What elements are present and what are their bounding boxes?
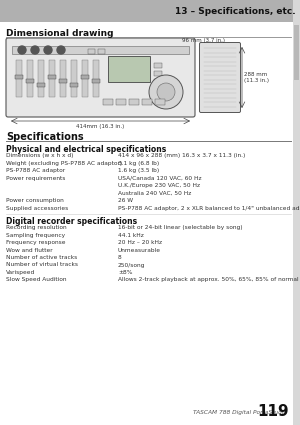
Bar [116, 99, 126, 105]
Text: Power consumption: Power consumption [6, 198, 64, 203]
Text: 3.1 kg (6.8 lb): 3.1 kg (6.8 lb) [118, 161, 159, 165]
Text: 44.1 kHz: 44.1 kHz [118, 232, 144, 238]
Text: 414mm (16.3 in.): 414mm (16.3 in.) [76, 124, 124, 129]
Bar [37, 83, 45, 87]
Text: Physical and electrical specifications: Physical and electrical specifications [6, 145, 166, 154]
Bar [142, 99, 152, 105]
Bar [88, 49, 95, 54]
Bar [16, 60, 22, 97]
Bar [93, 60, 99, 97]
Text: Unmeasurable: Unmeasurable [118, 247, 161, 252]
Text: U.K./Europe 230 VAC, 50 Hz: U.K./Europe 230 VAC, 50 Hz [118, 183, 200, 188]
Bar [27, 60, 33, 97]
Bar [59, 79, 67, 83]
Text: 96 mm (3.7 in.): 96 mm (3.7 in.) [182, 38, 225, 43]
Text: 13 – Specifications, etc.: 13 – Specifications, etc. [176, 6, 296, 15]
FancyBboxPatch shape [200, 42, 241, 113]
Text: Wow and flutter: Wow and flutter [6, 247, 52, 252]
Bar [12, 46, 189, 54]
Bar [293, 0, 300, 425]
Text: Slow Speed Audition: Slow Speed Audition [6, 278, 67, 283]
Bar [108, 56, 150, 82]
Bar [15, 75, 23, 79]
Circle shape [18, 46, 26, 54]
Bar [154, 79, 162, 84]
Text: PS-P788 AC adaptor: PS-P788 AC adaptor [6, 168, 65, 173]
Text: Weight (excluding PS-P788 AC adaptor): Weight (excluding PS-P788 AC adaptor) [6, 161, 122, 165]
Text: Specifications: Specifications [6, 132, 84, 142]
FancyBboxPatch shape [6, 38, 195, 117]
Bar [26, 79, 34, 83]
Text: ±8%: ±8% [118, 270, 133, 275]
Bar [103, 99, 113, 105]
Text: Supplied accessories: Supplied accessories [6, 206, 68, 210]
Bar [71, 60, 77, 97]
Text: Digital recorder specifications: Digital recorder specifications [6, 217, 137, 226]
Bar [294, 25, 299, 80]
Bar [92, 79, 100, 83]
Bar [70, 83, 78, 87]
Text: Allows 2-track playback at approx. 50%, 65%, 85% of normal speed: Allows 2-track playback at approx. 50%, … [118, 278, 300, 283]
Circle shape [31, 46, 39, 54]
Text: Number of active tracks: Number of active tracks [6, 255, 77, 260]
Text: TASCAM 788 Digital PortaStudio: TASCAM 788 Digital PortaStudio [193, 410, 287, 415]
Bar [0, 0, 300, 22]
Bar [82, 60, 88, 97]
Text: Recording resolution: Recording resolution [6, 225, 67, 230]
Text: 414 x 96 x 288 (mm) 16.3 x 3.7 x 11.3 (in.): 414 x 96 x 288 (mm) 16.3 x 3.7 x 11.3 (i… [118, 153, 245, 158]
Bar [38, 60, 44, 97]
Bar [81, 75, 89, 79]
Text: 26 W: 26 W [118, 198, 133, 203]
Text: 8: 8 [118, 255, 122, 260]
Text: USA/Canada 120 VAC, 60 Hz: USA/Canada 120 VAC, 60 Hz [118, 176, 202, 181]
Bar [155, 99, 165, 105]
Bar [154, 71, 162, 76]
Text: 119: 119 [257, 404, 289, 419]
Text: 20 Hz – 20 kHz: 20 Hz – 20 kHz [118, 240, 162, 245]
Text: Varispeed: Varispeed [6, 270, 35, 275]
Text: 16-bit or 24-bit linear (selectable by song): 16-bit or 24-bit linear (selectable by s… [118, 225, 243, 230]
Bar [48, 75, 56, 79]
Text: PS-P788 AC adaptor, 2 x XLR balanced to 1/4" unbalanced adaptors: PS-P788 AC adaptor, 2 x XLR balanced to … [118, 206, 300, 210]
Text: Frequency response: Frequency response [6, 240, 65, 245]
Text: Power requirements: Power requirements [6, 176, 65, 181]
Text: 1.6 kg (3.5 lb): 1.6 kg (3.5 lb) [118, 168, 159, 173]
Circle shape [149, 75, 183, 109]
Text: Dimensions (w x h x d): Dimensions (w x h x d) [6, 153, 74, 158]
Circle shape [157, 83, 175, 101]
Bar [60, 60, 66, 97]
Circle shape [57, 46, 65, 54]
Bar [129, 99, 139, 105]
Bar [154, 63, 162, 68]
Text: 288 mm
(11.3 in.): 288 mm (11.3 in.) [244, 72, 269, 83]
Text: Dimensional drawing: Dimensional drawing [6, 29, 113, 38]
Circle shape [44, 46, 52, 54]
Bar [49, 60, 55, 97]
Bar [98, 49, 105, 54]
Text: Number of virtual tracks: Number of virtual tracks [6, 263, 78, 267]
Text: Sampling frequency: Sampling frequency [6, 232, 65, 238]
Text: Australia 240 VAC, 50 Hz: Australia 240 VAC, 50 Hz [118, 190, 191, 196]
Text: 250/song: 250/song [118, 263, 146, 267]
